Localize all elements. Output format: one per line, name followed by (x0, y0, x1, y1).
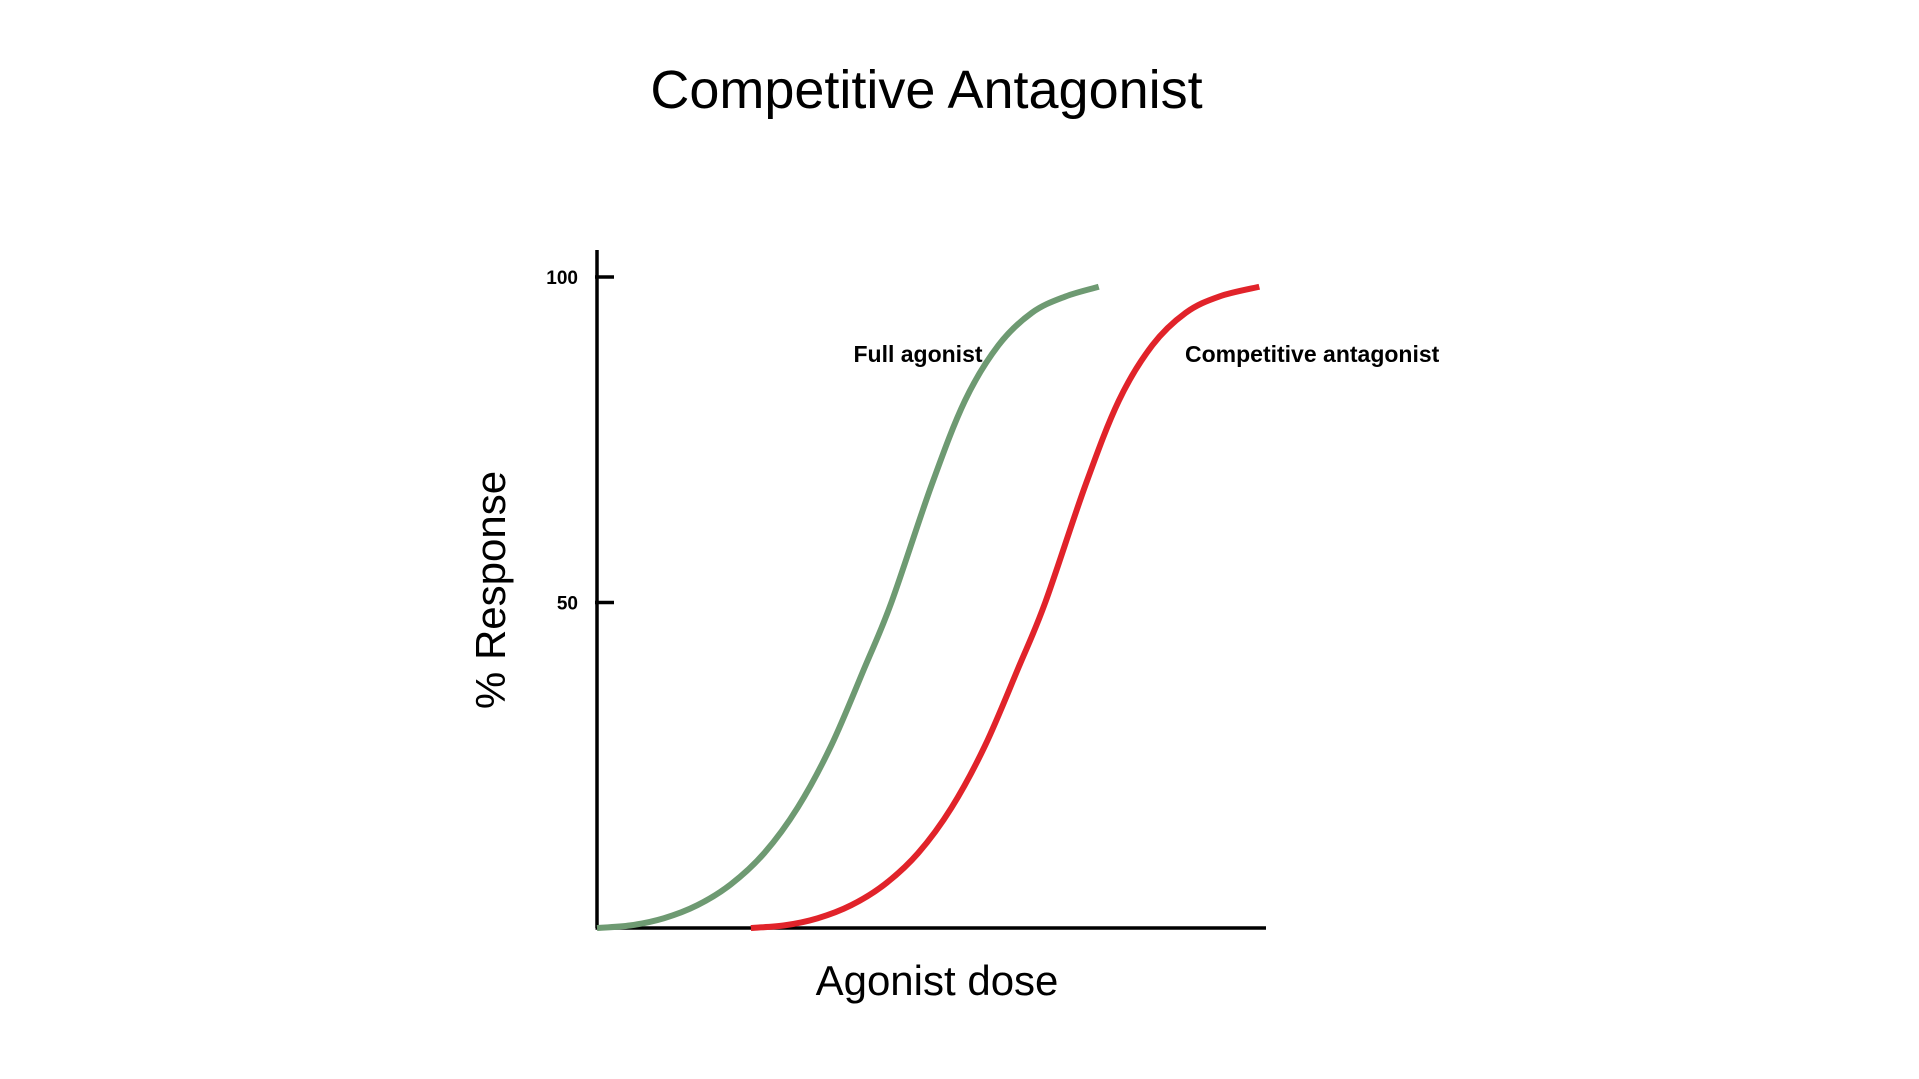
chart-title: Competitive Antagonist (650, 60, 1203, 120)
axes (595, 250, 1266, 930)
y-tick-label: 50 (557, 594, 578, 615)
series-line-full-agonist (596, 283, 1100, 931)
series-label-competitive-antagonist: Competitive antagonist (1185, 341, 1440, 367)
series-label-full-agonist: Full agonist (853, 341, 982, 367)
y-tick-label: 100 (546, 268, 578, 289)
chart-labels: 50 100 Agonist dose % Response Full agonist C… (467, 268, 1440, 1004)
series-lines (596, 283, 1261, 931)
y-axis-label: % Response (467, 471, 514, 709)
x-axis-label: Agonist dose (816, 957, 1059, 1004)
series-line-competitive-antagonist (750, 283, 1261, 931)
